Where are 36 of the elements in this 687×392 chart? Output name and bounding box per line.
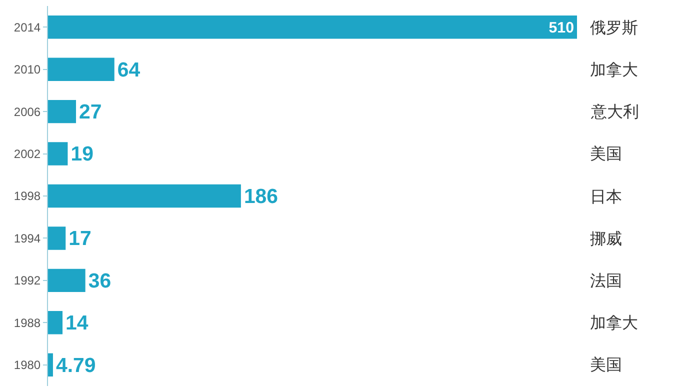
y-tick-label: 1988 xyxy=(14,316,41,330)
y-tick-label: 1992 xyxy=(14,274,41,288)
bar xyxy=(48,353,53,376)
text: 加拿大 xyxy=(590,60,638,79)
y-tick-label: 1980 xyxy=(14,358,41,372)
bar xyxy=(48,226,66,250)
data-label: 186 xyxy=(244,186,278,208)
y-tick-label: 2006 xyxy=(14,104,41,119)
bar xyxy=(48,184,241,208)
y-tick-label: 2010 xyxy=(14,62,41,77)
text: 日本 xyxy=(590,187,622,206)
data-label: 27 xyxy=(79,100,102,124)
text: 美国 xyxy=(590,355,622,374)
y-tick-label: 1994 xyxy=(14,231,41,246)
text: 意大利 xyxy=(590,102,639,121)
bar xyxy=(48,142,68,166)
text: 加拿大 xyxy=(590,313,638,332)
text: 俄罗斯 xyxy=(590,18,638,37)
text: 挪威 xyxy=(590,229,622,248)
y-tick-label: 2002 xyxy=(14,146,41,161)
data-label: 64 xyxy=(117,59,141,82)
bar xyxy=(48,268,86,292)
data-label: 19 xyxy=(70,144,94,166)
text: 法国 xyxy=(590,271,622,290)
y-tick-label: 2014 xyxy=(14,20,41,34)
bar xyxy=(48,16,577,39)
bar xyxy=(48,311,63,334)
data-label: 14 xyxy=(66,312,89,335)
bar xyxy=(48,100,76,124)
data-label: 510 xyxy=(548,19,574,36)
y-tick-label: 1998 xyxy=(14,189,41,204)
bar xyxy=(48,58,114,81)
data-label: 36 xyxy=(88,269,112,292)
data-label: 4.79 xyxy=(56,354,96,377)
data-label: 17 xyxy=(68,228,92,250)
text: 美国 xyxy=(590,144,622,163)
